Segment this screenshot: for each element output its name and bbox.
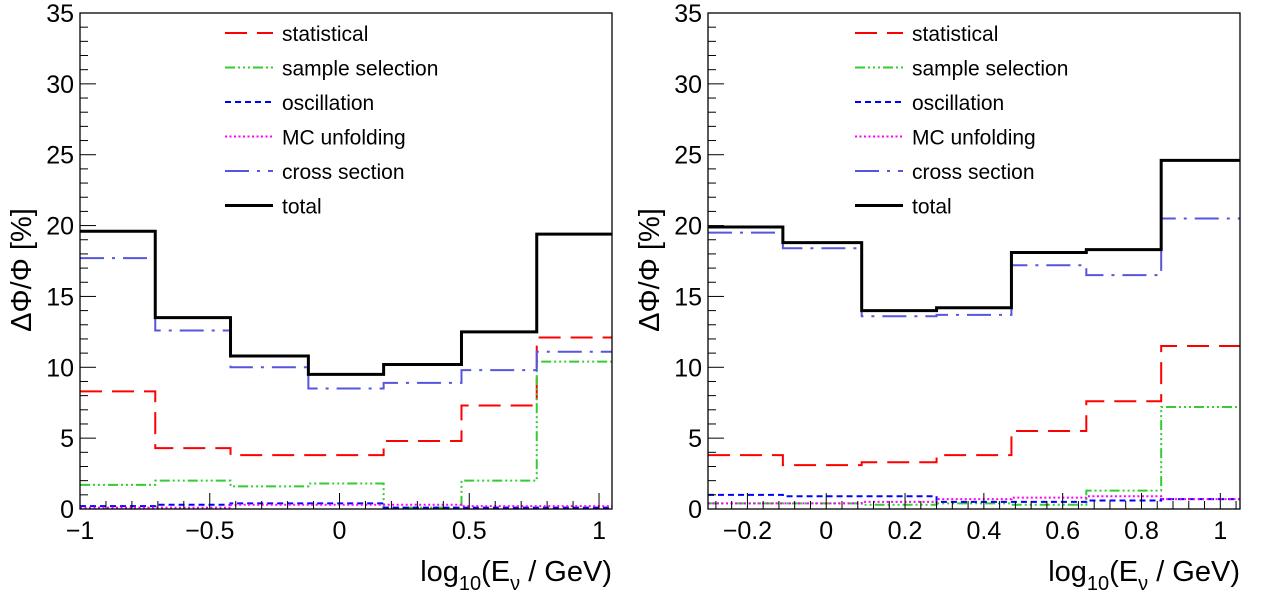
- y-tick-label: 30: [674, 71, 702, 99]
- y-tick-label: 0: [60, 496, 74, 524]
- x-tick-label: 0: [333, 517, 347, 545]
- x-tick-label: 0.4: [966, 517, 1001, 545]
- series-line-oscillation: [80, 502, 612, 509]
- x-tick-label: 0.2: [888, 517, 923, 545]
- y-tick-label: 35: [46, 0, 74, 28]
- y-tick-label: 5: [688, 425, 702, 453]
- x-tick-label: −0.2: [723, 517, 772, 545]
- series-line-cross-section: [80, 257, 612, 390]
- legend-label: MC unfolding: [282, 127, 406, 150]
- legend: statistical sample selection oscillation MC…: [225, 23, 438, 219]
- x-tick-label: 0.6: [1045, 517, 1080, 545]
- legend-label: cross section: [912, 161, 1035, 184]
- y-tick-label: 10: [46, 354, 74, 382]
- y-tick-label: 30: [46, 71, 74, 99]
- y-axis-label: ΔΦ/Φ [%]: [634, 208, 666, 332]
- series-line-mc-unfolding: [708, 495, 1240, 505]
- y-tick-label: 25: [46, 142, 74, 170]
- legend-label: sample selection: [912, 58, 1068, 81]
- y-tick-label: 20: [46, 213, 74, 241]
- series-line-statistical: [80, 336, 612, 457]
- x-tick-label: −1: [66, 517, 95, 545]
- series-line-oscillation: [708, 493, 1240, 503]
- legend-label: total: [912, 196, 952, 219]
- legend-label: oscillation: [912, 92, 1004, 115]
- series-line-cross-section: [708, 217, 1240, 318]
- plot-area: [80, 229, 612, 509]
- x-tick-label: 1: [1213, 517, 1227, 545]
- y-axis-label: ΔΦ/Φ [%]: [6, 208, 38, 332]
- y-tick-label: 10: [674, 354, 702, 382]
- y-tick-label: 15: [46, 283, 74, 311]
- right-chart: 0 5 10 15 20 25 30 35 −0.2 0 0.2 0.4 0.6 0.8 1 log10(Eν…: [634, 0, 1241, 595]
- series-line-total: [708, 158, 1240, 313]
- legend-label: MC unfolding: [912, 127, 1036, 150]
- series-line-total: [80, 229, 612, 376]
- x-axis-label: log10(Eν / GeV): [1048, 556, 1240, 590]
- legend-label: oscillation: [282, 92, 374, 115]
- left-chart-panel: 0 5 10 15 20 25 30 35 −1 −0.5 0 0.5 1 log10(Eν / GeV)…: [0, 0, 630, 595]
- x-axis-label: log10(Eν / GeV): [420, 556, 612, 590]
- x-tick-label: 0.8: [1124, 517, 1159, 545]
- y-tick-label: 35: [674, 0, 702, 28]
- plot-area: [708, 158, 1240, 506]
- series-line-sample-selection: [708, 405, 1240, 506]
- series-line-sample-selection: [80, 360, 612, 509]
- legend-label: statistical: [912, 23, 998, 46]
- y-tick-label: 20: [674, 213, 702, 241]
- legend-label: total: [282, 196, 322, 219]
- plot-frame: [707, 12, 1241, 510]
- left-chart: 0 5 10 15 20 25 30 35 −1 −0.5 0 0.5 1 log10(Eν / GeV)…: [6, 0, 613, 595]
- legend-label: sample selection: [282, 58, 438, 81]
- plot-frame: [79, 12, 613, 510]
- x-tick-label: 0.5: [452, 517, 487, 545]
- series-line-mc-unfolding: [80, 503, 612, 509]
- y-tick-label: 15: [674, 283, 702, 311]
- x-tick-label: −0.5: [185, 517, 234, 545]
- y-tick-label: 5: [60, 425, 74, 453]
- y-tick-label: 25: [674, 142, 702, 170]
- series-line-statistical: [708, 345, 1240, 467]
- legend: statistical sample selection oscillation MC…: [855, 23, 1068, 219]
- y-tick-label: 0: [688, 496, 702, 524]
- x-tick-label: 0: [819, 517, 833, 545]
- legend-label: statistical: [282, 23, 368, 46]
- right-chart-panel: 0 5 10 15 20 25 30 35 −0.2 0 0.2 0.4 0.6 0.8 1 log10(Eν…: [630, 0, 1261, 595]
- x-tick-label: 1: [592, 517, 606, 545]
- legend-label: cross section: [282, 161, 405, 184]
